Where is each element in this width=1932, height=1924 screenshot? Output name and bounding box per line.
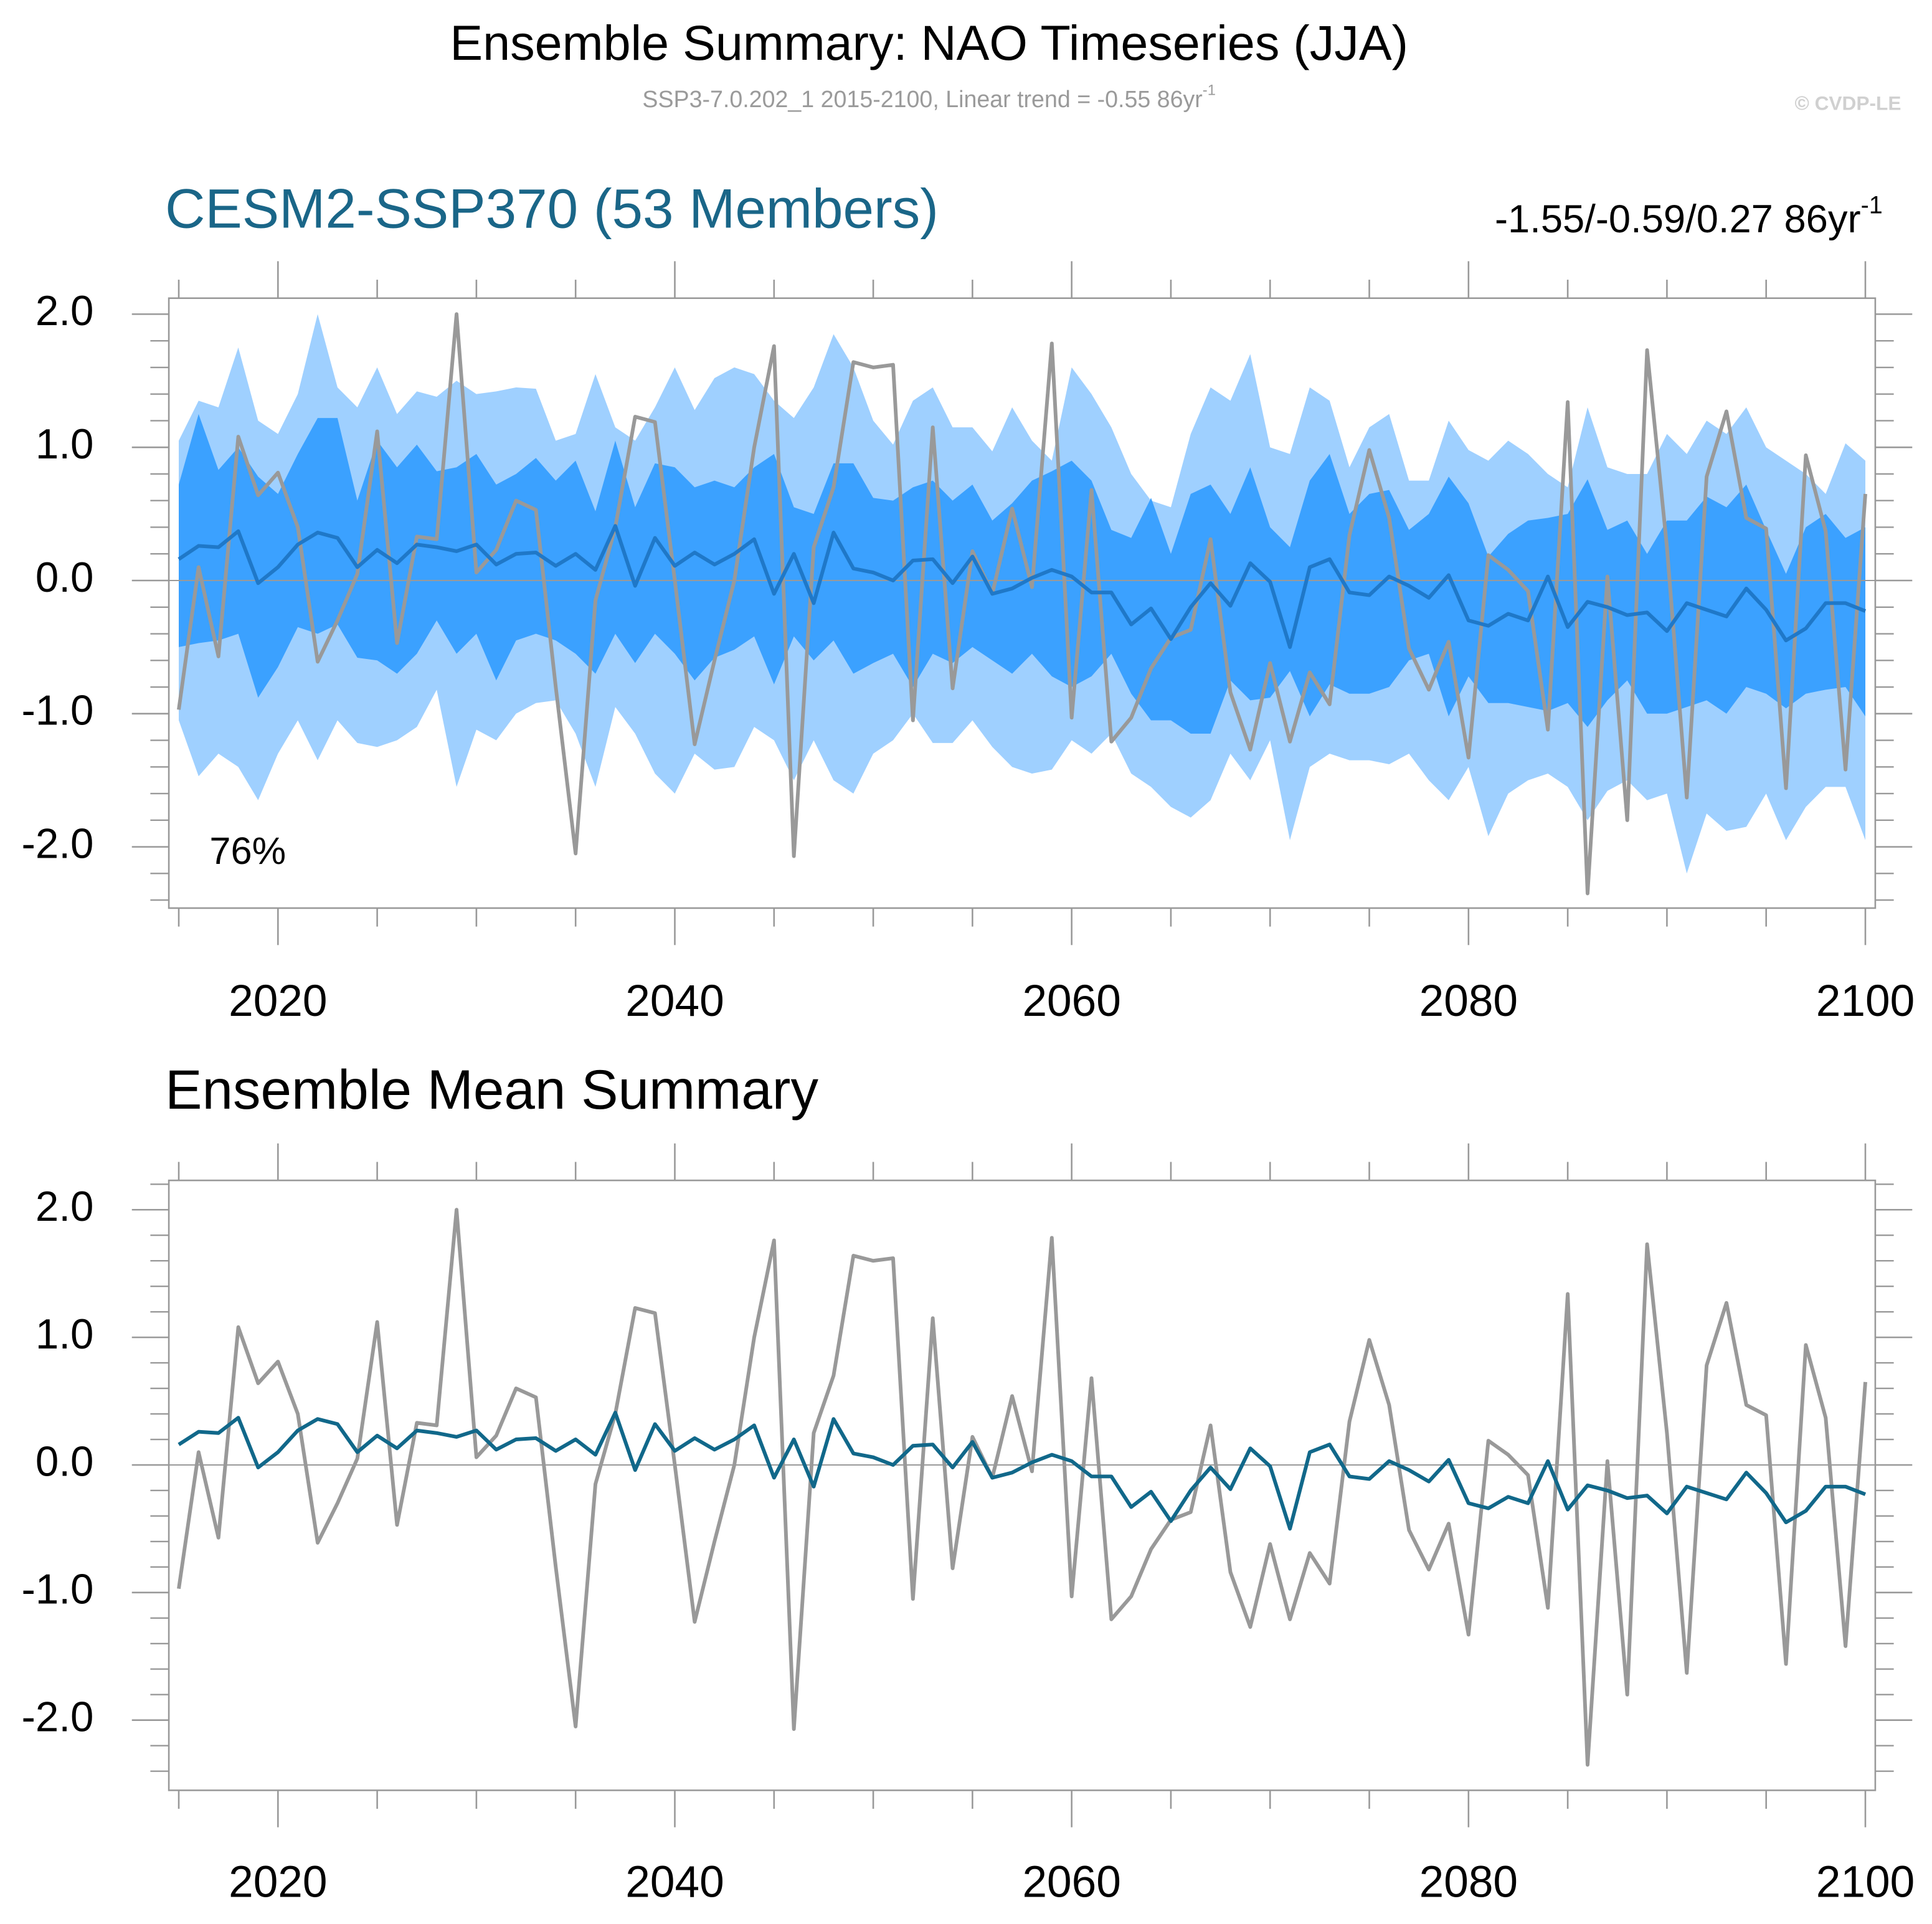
- trend-text: -1.55/-0.59/0.27 86yr: [1495, 197, 1861, 241]
- y-tick-label: 2.0: [36, 1183, 93, 1230]
- x-tick-label: 2020: [229, 1857, 327, 1907]
- page-title: Ensemble Summary: NAO Timeseries (JJA): [450, 15, 1408, 70]
- panel-title: CESM2-SSP370 (53 Members): [165, 178, 939, 240]
- y-tick-label: 2.0: [36, 288, 93, 334]
- x-tick-label: 2100: [1816, 1857, 1915, 1907]
- percent-label: 76%: [209, 829, 286, 872]
- x-tick-label: 2060: [1022, 1857, 1120, 1907]
- y-tick-label: -2.0: [22, 820, 94, 867]
- x-tick-label: 2080: [1419, 977, 1518, 1026]
- plot-area: [169, 1208, 1875, 1767]
- x-tick-label: 2060: [1022, 977, 1120, 1026]
- y-tick-label: -2.0: [22, 1694, 94, 1740]
- subtitle-superscript: -1: [1203, 83, 1216, 99]
- trend-annotation: -1.55/-0.59/0.27 86yr-1: [1495, 192, 1883, 241]
- plot-frame: [168, 1179, 1877, 1791]
- x-tick-label: 2040: [625, 1857, 724, 1907]
- x-tick-label: 2040: [625, 977, 724, 1026]
- y-tick-label: -1.0: [22, 1566, 94, 1613]
- plot-frame: [168, 297, 1877, 909]
- x-tick-label: 2100: [1816, 977, 1915, 1026]
- series-line: [177, 312, 1867, 896]
- y-tick-label: 0.0: [36, 554, 93, 601]
- y-tick-label: 1.0: [36, 421, 93, 468]
- page-subtitle: SSP3-7.0.202_1 2015-2100, Linear trend =…: [642, 83, 1215, 112]
- credit: © CVDP-LE: [1794, 92, 1901, 115]
- y-tick-label: 1.0: [36, 1311, 93, 1358]
- series-line: [178, 1411, 1867, 1531]
- series-line: [177, 1208, 1867, 1767]
- y-tick-label: 0.0: [36, 1439, 93, 1486]
- trend-superscript: -1: [1861, 192, 1883, 219]
- subtitle-text: SSP3-7.0.202_1 2015-2100, Linear trend =…: [642, 86, 1202, 112]
- plot-area: [169, 312, 1875, 896]
- y-tick-label: -1.0: [22, 688, 94, 734]
- series-line: [178, 524, 1867, 649]
- x-tick-label: 2080: [1419, 1857, 1518, 1907]
- x-tick-label: 2020: [229, 977, 327, 1026]
- panel-title: Ensemble Mean Summary: [165, 1058, 818, 1121]
